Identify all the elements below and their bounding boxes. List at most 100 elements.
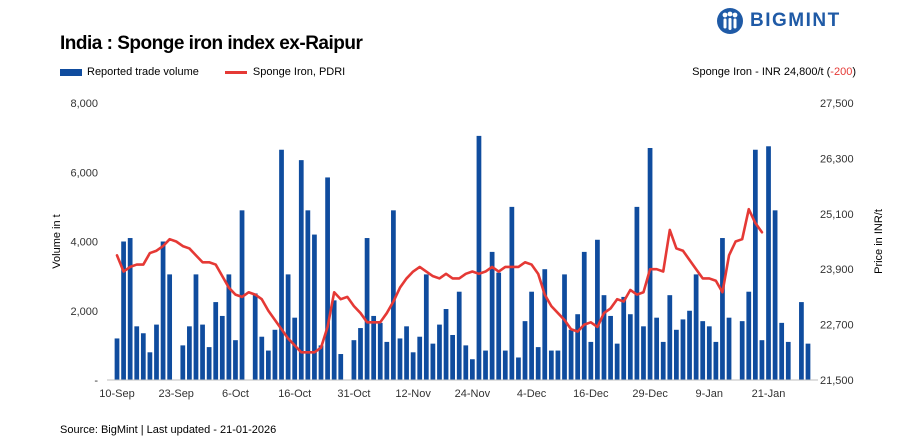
volume-bar (430, 343, 436, 380)
volume-bar (535, 347, 541, 380)
volume-bar (674, 329, 679, 380)
volume-bar (588, 341, 594, 380)
volume-bar (562, 274, 567, 380)
x-tick-label: 29-Dec (632, 388, 668, 400)
x-tick-label: 24-Nov (455, 388, 491, 400)
volume-bar (114, 338, 120, 380)
volume-bar (805, 343, 811, 380)
y-right-tick-label: 22,700 (820, 320, 854, 332)
x-axis-ticks: 10-Sep 23-Sep 6-Oct 16-Oct 31-Oct 12-Nov 24-No… (99, 388, 785, 400)
volume-bar (371, 315, 377, 380)
y-axis-left-ticks: - 2,000 4,000 6,000 8,000 (70, 98, 98, 387)
volume-bar (219, 315, 225, 380)
volume-bar (608, 315, 613, 380)
volume-bar (318, 345, 324, 381)
y-right-tick-label: 26,300 (820, 153, 854, 165)
y-right-tick-label: 21,500 (820, 375, 854, 387)
volume-bar (397, 338, 403, 380)
volume-bar (680, 319, 686, 380)
volume-bar (358, 328, 363, 380)
volume-bar (338, 354, 344, 380)
legend-item-volume: Reported trade volume (60, 66, 199, 78)
volume-bar (443, 309, 449, 380)
volume-bar (660, 341, 666, 380)
volume-bar (483, 350, 488, 380)
volume-bar (746, 291, 752, 380)
volume-bar (720, 238, 725, 380)
volume-bar (134, 326, 140, 380)
bigmint-logo: BIGMINT (716, 6, 841, 36)
volume-bar (766, 146, 771, 380)
x-tick-label: 16-Dec (573, 388, 609, 400)
y-left-tick-label: 4,000 (70, 237, 98, 249)
volume-bar (476, 135, 482, 380)
volume-bar (279, 149, 284, 380)
volume-bar (522, 321, 528, 380)
x-tick-label: 9-Jan (696, 388, 724, 400)
volume-bar (772, 210, 778, 380)
volume-bar (799, 302, 804, 380)
x-tick-label: 4-Dec (517, 388, 547, 400)
volume-bar (200, 324, 205, 380)
volume-bar (713, 341, 719, 380)
volume-bar (575, 314, 581, 380)
volume-bar (555, 350, 561, 380)
volume-bar (147, 352, 153, 380)
y-left-tick-label: 2,000 (70, 306, 98, 318)
volume-bar (351, 340, 357, 380)
x-tick-label: 12-Nov (395, 388, 431, 400)
x-tick-label: 21-Jan (752, 388, 786, 400)
volume-bar (502, 350, 508, 380)
volume-bar (226, 274, 232, 380)
y-right-tick-label: 25,100 (820, 209, 854, 221)
volume-bar (621, 296, 627, 380)
volume-bar (687, 310, 692, 380)
volume-bar (700, 321, 706, 380)
volume-bar (463, 345, 469, 381)
volume-bar (312, 234, 317, 380)
volume-bar (180, 345, 186, 381)
x-tick-label: 23-Sep (158, 388, 193, 400)
volume-bar (404, 326, 409, 380)
x-tick-label: 31-Oct (337, 388, 370, 400)
volume-bar (377, 322, 383, 380)
volume-bar (364, 238, 370, 380)
legend-swatch-bar (60, 68, 82, 76)
volume-bar (193, 274, 199, 380)
price-line (115, 207, 764, 354)
volume-bar (706, 326, 712, 380)
y-axis-right-title: Price in INR/t (873, 209, 885, 274)
volume-bar (450, 334, 455, 380)
legend-label-volume: Reported trade volume (87, 66, 199, 78)
source-note: Source: BigMint | Last updated - 21-01-2… (60, 424, 277, 436)
y-axis-left-title: Volume in t (51, 214, 63, 268)
volume-bar (213, 302, 219, 380)
volume-bar (160, 241, 166, 380)
volume-bar (456, 291, 462, 380)
volume-bar (127, 238, 133, 380)
volume-bar (417, 336, 423, 380)
volume-bar (410, 352, 416, 380)
price-note: Sponge Iron - INR 24,800/t (-200) (692, 66, 856, 78)
bigmint-logo-icon (717, 8, 743, 34)
volume-bar (187, 326, 192, 380)
logo-text: BIGMINT (750, 10, 841, 31)
volume-bar (265, 350, 271, 380)
volume-bar (285, 274, 291, 380)
volume-bar (167, 274, 173, 380)
volume-bar (759, 340, 765, 380)
volume-bar (548, 350, 554, 380)
volume-bar (627, 314, 633, 380)
volume-bar (752, 149, 758, 380)
legend-swatch-line (224, 70, 247, 74)
volume-bar (647, 148, 653, 380)
chart-title: India : Sponge iron index ex-Raipur (60, 33, 363, 54)
y-left-tick-label: - (94, 375, 98, 387)
volume-bar (233, 340, 238, 380)
y-right-tick-label: 23,900 (820, 264, 854, 276)
volume-bar (259, 336, 265, 380)
x-tick-label: 10-Sep (99, 388, 134, 400)
volume-bar (391, 210, 396, 380)
y-right-tick-label: 27,500 (820, 98, 854, 110)
